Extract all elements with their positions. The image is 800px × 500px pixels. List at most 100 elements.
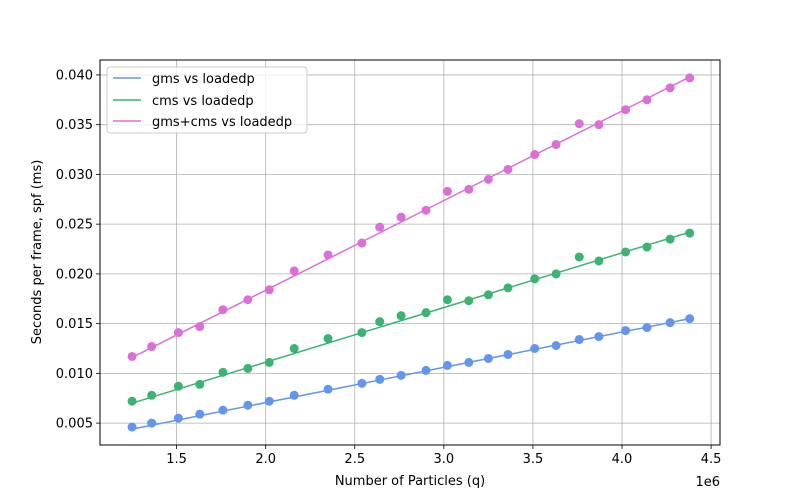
data-point-series-2: [375, 222, 385, 232]
data-point-series-2: [530, 150, 540, 160]
data-point-series-2: [574, 119, 584, 129]
data-point-series-2: [621, 105, 631, 115]
data-point-series-0: [574, 335, 584, 345]
data-point-series-1: [243, 363, 253, 373]
legend-label-gms: gms vs loadedp: [152, 72, 255, 87]
x-offset-label: 1e6: [695, 475, 720, 490]
data-point-series-1: [551, 269, 561, 279]
data-point-series-1: [218, 367, 228, 377]
data-point-series-1: [375, 317, 385, 327]
data-point-series-2: [594, 120, 604, 130]
legend-label-gms-cms: gms+cms vs loadedp: [152, 115, 292, 130]
y-tick-label: 0.030: [56, 168, 93, 183]
data-point-series-0: [665, 318, 675, 328]
data-point-series-1: [621, 247, 631, 257]
data-point-series-0: [375, 374, 385, 384]
data-point-series-2: [503, 164, 513, 174]
data-point-series-2: [421, 205, 431, 215]
data-point-series-0: [147, 418, 157, 428]
data-point-series-1: [421, 308, 431, 318]
data-point-series-0: [195, 409, 205, 419]
data-point-series-0: [530, 344, 540, 354]
data-point-series-2: [357, 238, 367, 248]
data-point-series-2: [147, 342, 157, 352]
data-point-series-1: [289, 344, 299, 354]
x-tick-label: 4.0: [612, 452, 633, 467]
data-point-series-2: [243, 295, 253, 305]
data-point-series-0: [464, 357, 474, 367]
x-tick-label: 4.5: [701, 452, 722, 467]
data-point-series-2: [195, 322, 205, 332]
data-point-series-2: [264, 285, 274, 295]
data-point-series-1: [396, 311, 406, 321]
data-point-series-2: [685, 73, 695, 83]
data-point-series-0: [173, 413, 183, 423]
data-point-series-2: [551, 140, 561, 150]
data-point-series-1: [264, 357, 274, 367]
data-point-series-2: [442, 186, 452, 196]
data-point-series-1: [127, 396, 137, 406]
y-tick-label: 0.005: [56, 417, 93, 432]
data-point-series-0: [642, 323, 652, 333]
data-point-series-1: [323, 334, 333, 344]
data-point-series-2: [464, 184, 474, 194]
data-point-series-0: [218, 405, 228, 415]
data-point-series-1: [442, 295, 452, 305]
data-point-series-0: [421, 365, 431, 375]
data-point-series-2: [173, 328, 183, 338]
y-axis-label: Seconds per frame, spf (ms): [30, 160, 45, 345]
data-point-series-2: [642, 95, 652, 105]
data-point-series-0: [357, 378, 367, 388]
data-point-series-0: [685, 314, 695, 324]
data-point-series-0: [594, 332, 604, 342]
data-point-series-1: [357, 328, 367, 338]
x-tick-label: 1.5: [166, 452, 187, 467]
y-tick-label: 0.025: [56, 218, 93, 233]
data-point-series-2: [218, 305, 228, 315]
data-point-series-0: [289, 390, 299, 400]
data-point-series-0: [551, 341, 561, 351]
data-point-series-1: [685, 228, 695, 238]
x-tick-label: 2.5: [344, 452, 365, 467]
y-tick-label: 0.020: [56, 267, 93, 282]
data-point-series-2: [127, 351, 137, 361]
legend: gms vs loadedp cms vs loadedp gms+cms vs…: [106, 66, 308, 134]
data-point-series-1: [594, 256, 604, 266]
data-point-series-1: [195, 379, 205, 389]
x-tick-label: 3.5: [523, 452, 544, 467]
data-point-series-0: [127, 422, 137, 432]
data-point-series-2: [483, 174, 493, 184]
data-point-series-2: [289, 266, 299, 276]
data-point-series-0: [264, 396, 274, 406]
data-point-series-1: [464, 296, 474, 306]
legend-box: [106, 66, 308, 134]
data-point-series-0: [503, 349, 513, 359]
y-tick-label: 0.035: [56, 118, 93, 133]
plot-frame: [99, 59, 721, 446]
x-tick-label: 2.0: [255, 452, 276, 467]
data-point-series-1: [173, 381, 183, 391]
data-point-series-1: [530, 274, 540, 284]
data-point-series-0: [243, 400, 253, 410]
data-point-series-2: [323, 250, 333, 260]
data-point-series-0: [442, 360, 452, 370]
x-tick-label: 3.0: [434, 452, 455, 467]
y-tick-label: 0.040: [56, 68, 93, 83]
data-point-series-1: [574, 252, 584, 262]
data-point-series-1: [147, 390, 157, 400]
data-point-series-2: [665, 83, 675, 93]
y-tick-label: 0.010: [56, 367, 93, 382]
data-point-series-0: [621, 326, 631, 336]
ticks: 1.5 2.0 2.5 3.0 3.5 4.0 4.5 0.005 0.010 0.015 0.02…: [56, 68, 722, 467]
data-point-series-1: [642, 242, 652, 252]
data-point-series-1: [483, 290, 493, 300]
data-point-series-0: [323, 384, 333, 394]
data-points: [127, 73, 695, 432]
data-point-series-1: [503, 283, 513, 293]
grid: [100, 60, 720, 445]
y-tick-label: 0.015: [56, 317, 93, 332]
data-point-series-0: [396, 370, 406, 380]
x-axis-label: Number of Particles (q): [335, 474, 485, 489]
legend-label-cms: cms vs loadedp: [152, 94, 254, 109]
